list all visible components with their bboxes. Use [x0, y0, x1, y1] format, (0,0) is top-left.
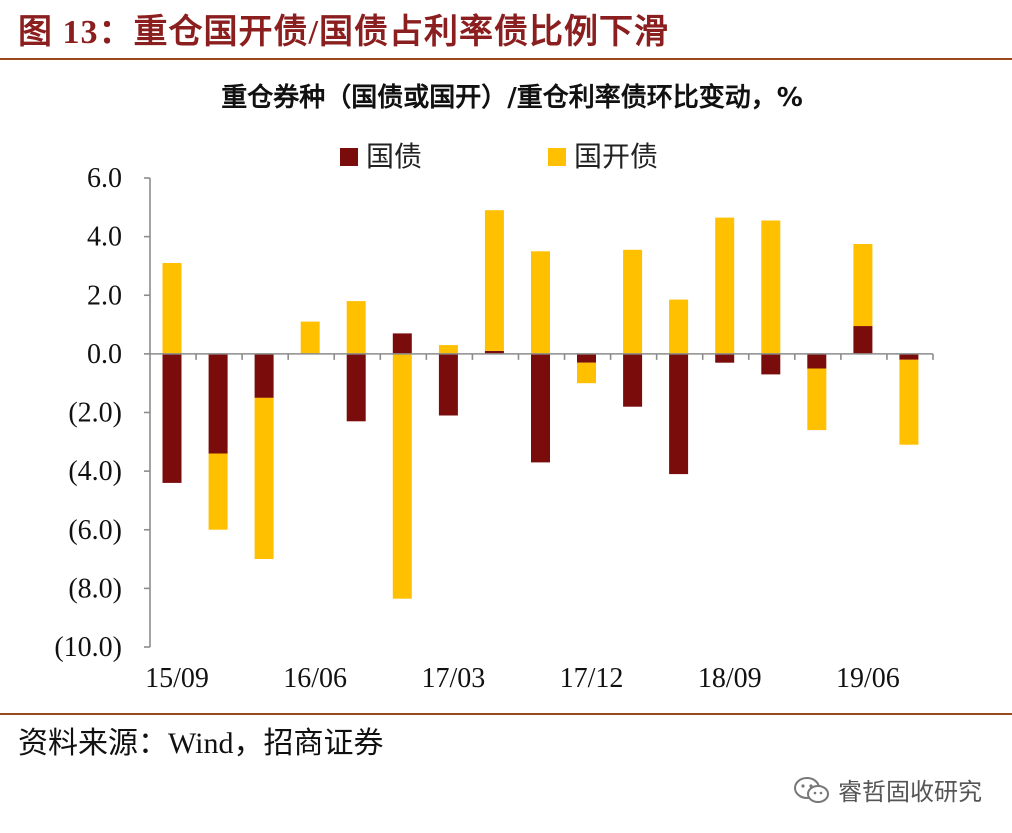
bar-2-13	[715, 217, 735, 354]
y-tick-label-1: 6.0	[87, 163, 122, 194]
x-tick-label-5: 18/09	[698, 663, 762, 694]
bar-1-7	[438, 353, 458, 416]
bar-1-10	[577, 353, 596, 363]
bar-1-14	[761, 353, 781, 375]
x-tick-label-3: 17/03	[421, 663, 485, 694]
bar-2-17	[899, 359, 919, 445]
bar-2-1	[162, 263, 182, 354]
bar-2-4	[300, 321, 320, 354]
y-tick-label-4: 0.0	[87, 339, 122, 370]
bar-1-9	[531, 353, 550, 463]
bar-2-3	[254, 397, 274, 559]
bar-2-5	[346, 301, 366, 354]
bar-2-15	[807, 368, 827, 431]
bar-2-9	[531, 251, 550, 354]
axes: 6.0 4.0 2.0 0.0 (2.0) (4.0) (6.0) (8.0) (10.0) 15…	[54, 163, 934, 694]
y-tick-label-3: 2.0	[87, 280, 122, 311]
bar-1-2	[208, 353, 228, 454]
bar-1-5	[346, 353, 366, 422]
bar-1-1	[162, 353, 182, 483]
wechat-icon	[794, 776, 829, 803]
bar-1-8	[484, 350, 504, 354]
legend-swatch-2	[548, 148, 566, 166]
x-tick-label-2: 16/06	[283, 663, 347, 694]
bar-2-16	[853, 244, 873, 327]
bar-2-8	[484, 210, 504, 351]
bar-2-7	[438, 345, 458, 354]
legend-label-1: 国债	[366, 140, 422, 173]
legend-swatch-1	[340, 148, 358, 166]
y-tick-label-5: (2.0)	[68, 398, 122, 429]
bar-2-2	[208, 453, 228, 530]
bar-1-15	[807, 353, 827, 369]
bar-2-11	[623, 249, 643, 354]
y-tick-label-2: 4.0	[87, 222, 122, 253]
legend: 国债 国开债	[340, 140, 658, 173]
bar-1-3	[254, 353, 274, 398]
source-note: 资料来源：Wind，招商证券	[18, 727, 384, 760]
y-tick-label-6: (4.0)	[68, 456, 122, 487]
figure-title: 图 13：重仓国开债/国债占利率债比例下滑	[18, 14, 669, 51]
bar-2-14	[761, 220, 781, 354]
y-tick-label-7: (6.0)	[68, 515, 122, 546]
bar-2-6	[392, 353, 412, 599]
bar-1-6	[392, 333, 412, 354]
x-tick-label-6: 19/06	[836, 663, 900, 694]
stacked-bar-chart: 重仓券种（国债或国开）/重仓利率债环比变动，% 国债 国开债 6.0 4.0 2.0 0…	[54, 82, 934, 694]
bar-2-12	[669, 299, 689, 354]
bars	[162, 210, 919, 599]
bar-1-16	[853, 326, 873, 354]
y-tick-label-8: (8.0)	[68, 573, 122, 604]
watermark-text: 睿哲固收研究	[838, 778, 982, 806]
watermark: 睿哲固收研究	[792, 772, 982, 807]
y-tick-label-9: (10.0)	[54, 632, 122, 663]
bar-1-17	[899, 353, 919, 360]
legend-label-2: 国开债	[574, 140, 658, 173]
source-rule	[0, 713, 1012, 715]
bar-1-13	[715, 353, 735, 363]
bar-1-12	[669, 353, 689, 475]
x-tick-label-4: 17/12	[560, 663, 624, 694]
title-rule	[0, 58, 1012, 60]
chart-title: 重仓券种（国债或国开）/重仓利率债环比变动，%	[221, 82, 803, 113]
x-tick-label-1: 15/09	[145, 663, 209, 694]
bar-2-10	[577, 362, 596, 384]
bar-1-11	[623, 353, 643, 407]
